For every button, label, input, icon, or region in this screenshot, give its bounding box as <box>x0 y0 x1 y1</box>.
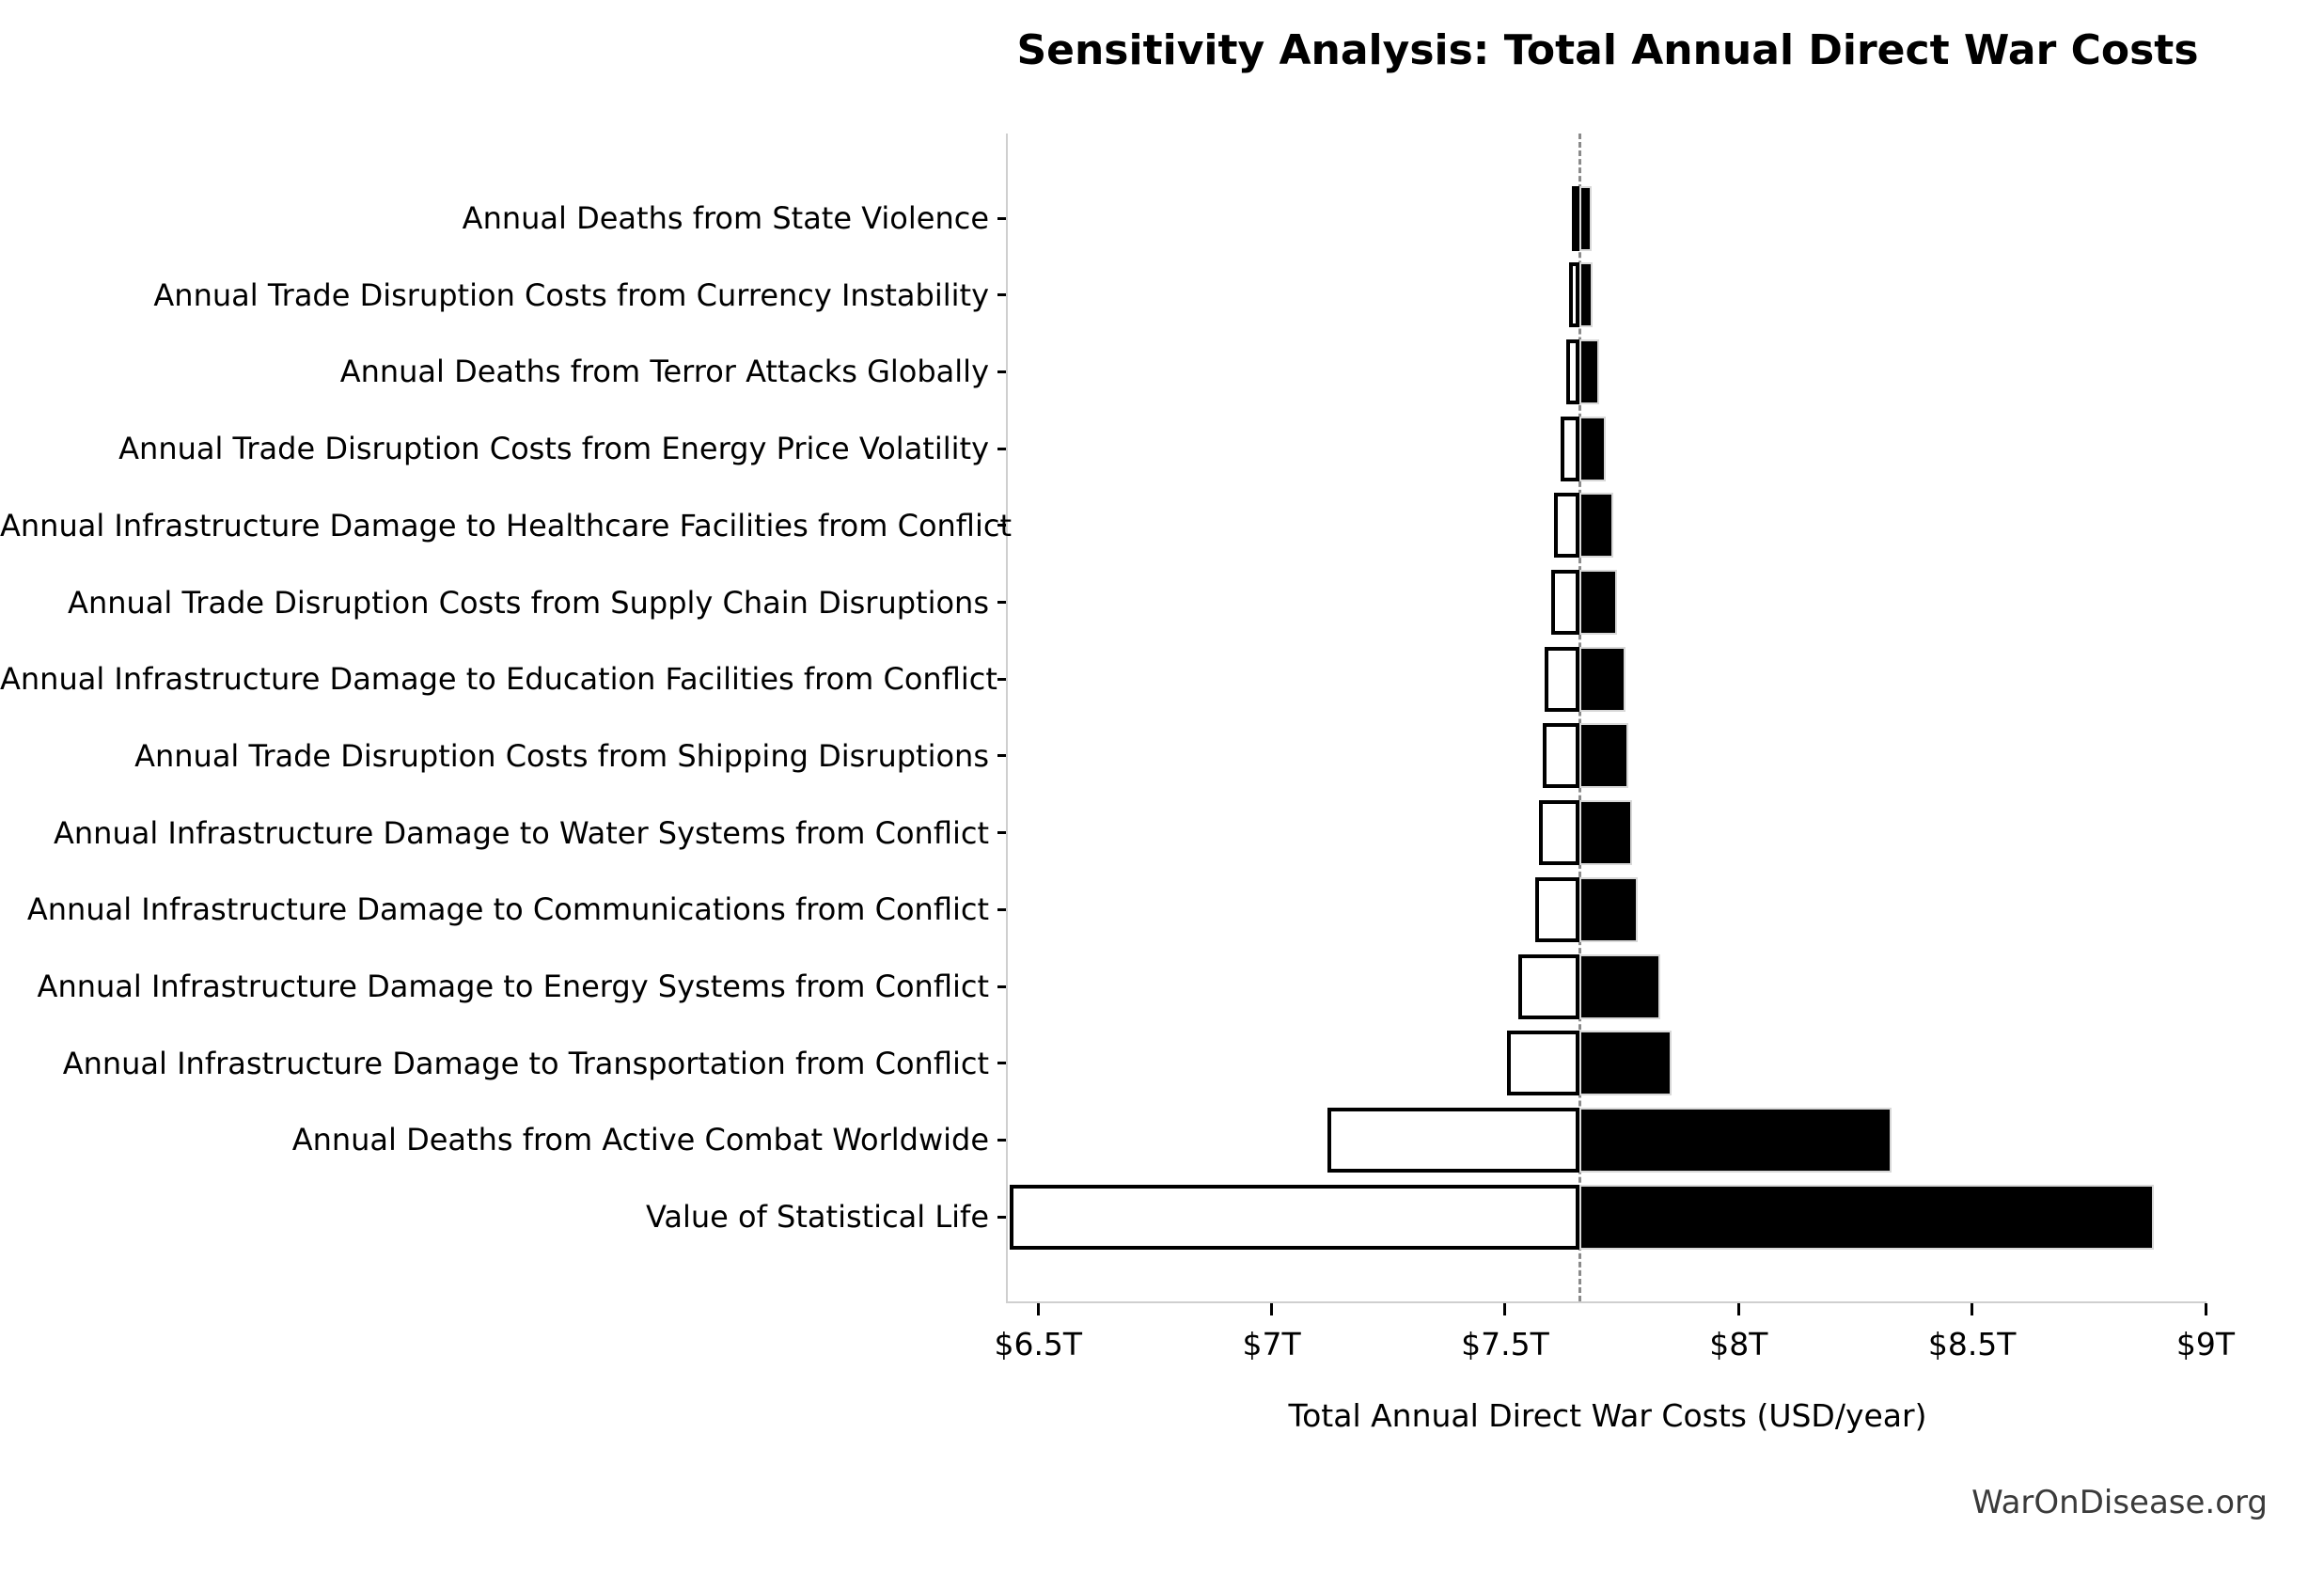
low-estimate-bar <box>1569 262 1580 328</box>
low-estimate-bar <box>1010 1184 1580 1250</box>
y-tick-mark <box>997 601 1006 604</box>
y-tick-mark <box>997 831 1006 835</box>
low-estimate-bar <box>1561 416 1580 481</box>
category-label: Annual Deaths from Terror Attacks Global… <box>339 354 989 390</box>
high-estimate-bar <box>1579 416 1607 481</box>
high-estimate-bar <box>1579 953 1660 1019</box>
low-estimate-bar <box>1545 646 1580 712</box>
category-label: Annual Trade Disruption Costs from Shipp… <box>134 737 989 774</box>
y-tick-mark <box>997 447 1006 450</box>
category-label: Value of Statistical Life <box>645 1199 989 1236</box>
x-tick-mark <box>1736 1303 1740 1315</box>
y-tick-mark <box>997 1138 1006 1142</box>
high-estimate-bar <box>1579 800 1633 866</box>
high-estimate-bar <box>1579 1107 1892 1173</box>
low-estimate-bar <box>1535 876 1580 942</box>
category-label: Annual Infrastructure Damage to Water Sy… <box>53 814 989 851</box>
high-estimate-bar <box>1579 1031 1672 1096</box>
x-tick-label: $7.5T <box>1461 1326 1549 1362</box>
x-tick-mark <box>2204 1303 2207 1315</box>
low-estimate-bar <box>1543 723 1580 789</box>
low-estimate-bar <box>1566 339 1580 404</box>
y-tick-mark <box>997 984 1006 988</box>
y-tick-mark <box>997 677 1006 681</box>
y-tick-mark <box>997 524 1006 528</box>
high-estimate-bar <box>1579 493 1614 559</box>
high-estimate-bar <box>1579 570 1617 635</box>
high-estimate-bar <box>1579 262 1594 328</box>
category-label: Annual Trade Disruption Costs from Curre… <box>153 276 989 313</box>
x-tick-mark <box>1503 1303 1507 1315</box>
category-label: Annual Trade Disruption Costs from Suppl… <box>68 584 989 621</box>
low-estimate-bar <box>1518 953 1580 1019</box>
low-estimate-bar <box>1572 185 1580 251</box>
baseline-reference-line <box>1578 134 1581 1301</box>
chart-title: Sensitivity Analysis: Total Annual Direc… <box>1016 26 2199 74</box>
low-estimate-bar <box>1551 570 1580 635</box>
y-tick-mark <box>997 293 1006 297</box>
high-estimate-bar <box>1579 339 1600 404</box>
category-label: Annual Infrastructure Damage to Communic… <box>26 891 989 928</box>
x-tick-mark <box>1270 1303 1274 1315</box>
category-label: Annual Infrastructure Damage to Transpor… <box>62 1045 989 1081</box>
y-tick-mark <box>997 1215 1006 1219</box>
high-estimate-bar <box>1579 185 1593 251</box>
y-tick-mark <box>997 370 1006 373</box>
category-label: Annual Infrastructure Damage to Healthca… <box>0 507 1012 543</box>
x-tick-label: $7T <box>1242 1326 1301 1362</box>
y-tick-mark <box>997 216 1006 220</box>
low-estimate-bar <box>1554 493 1580 559</box>
x-tick-label: $9T <box>2175 1326 2236 1362</box>
x-axis-title: Total Annual Direct War Costs (USD/year) <box>1288 1397 1927 1434</box>
high-estimate-bar <box>1579 1184 2154 1250</box>
low-estimate-bar <box>1506 1031 1580 1096</box>
high-estimate-bar <box>1579 876 1639 942</box>
x-tick-mark <box>1971 1303 1974 1315</box>
x-tick-label: $8T <box>1709 1326 1768 1362</box>
category-label: Annual Deaths from Active Combat Worldwi… <box>291 1122 989 1158</box>
watermark-text: WarOnDisease.org <box>1971 1484 2268 1521</box>
low-estimate-bar <box>1539 800 1580 866</box>
x-tick-label: $8.5T <box>1927 1326 2017 1362</box>
category-label: Annual Trade Disruption Costs from Energ… <box>118 431 989 467</box>
x-tick-mark <box>1036 1303 1040 1315</box>
y-axis-spine <box>1006 134 1008 1303</box>
category-label: Annual Deaths from State Violence <box>462 200 989 236</box>
low-estimate-bar <box>1327 1107 1580 1173</box>
category-label: Annual Infrastructure Damage to Educatio… <box>0 661 997 698</box>
high-estimate-bar <box>1579 646 1626 712</box>
y-tick-mark <box>997 754 1006 758</box>
x-tick-label: $6.5T <box>994 1326 1083 1362</box>
y-tick-mark <box>997 907 1006 911</box>
x-axis-spine <box>1006 1301 2206 1303</box>
high-estimate-bar <box>1579 723 1629 789</box>
category-label: Annual Infrastructure Damage to Energy S… <box>37 969 989 1004</box>
y-tick-mark <box>997 1062 1006 1065</box>
